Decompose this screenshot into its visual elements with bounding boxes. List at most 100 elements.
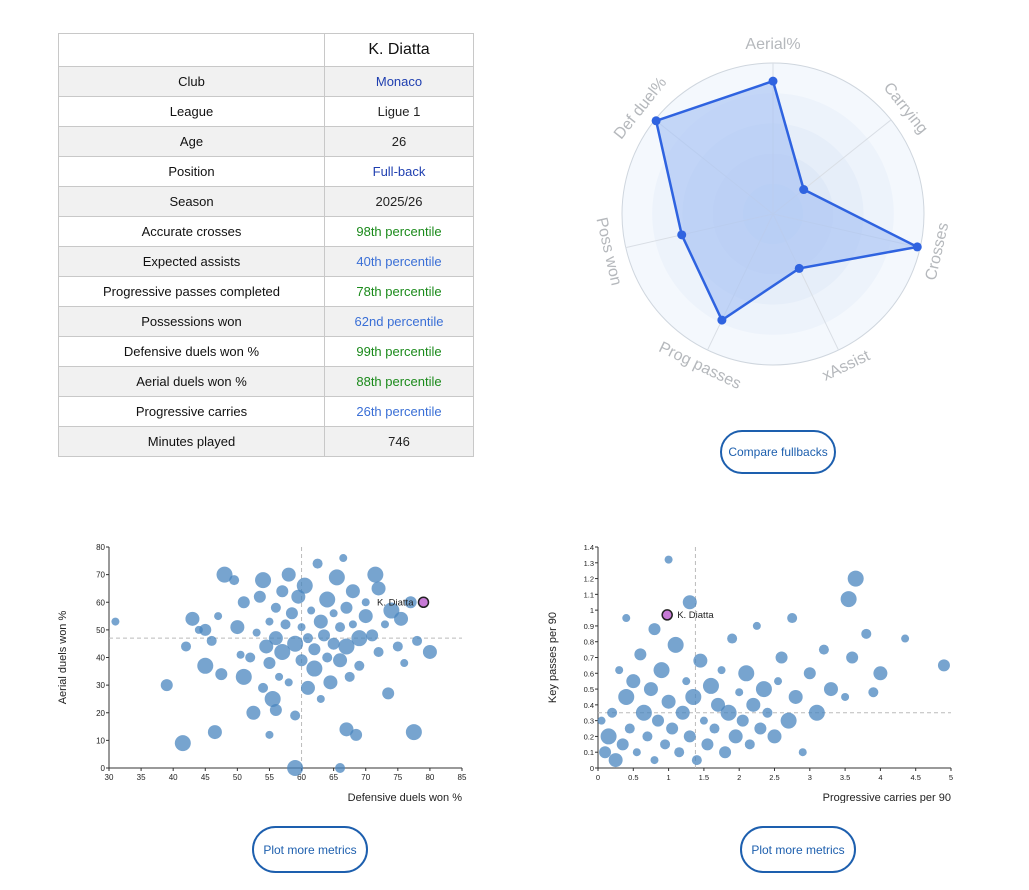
row-label: Aerial duels won %: [58, 366, 325, 397]
data-point: [642, 731, 653, 742]
x-tick-label: 70: [361, 773, 370, 782]
data-point: [738, 665, 755, 682]
y-tick-label: 1.2: [584, 575, 594, 584]
highlight-point: [661, 609, 673, 621]
data-point: [316, 694, 325, 703]
data-point: [348, 620, 357, 629]
compare-fullbacks-button[interactable]: Compare fullbacks: [720, 430, 836, 474]
data-point: [622, 614, 631, 623]
y-tick-label: 1.3: [584, 559, 594, 568]
data-point: [736, 714, 749, 727]
row-value: Full-back: [324, 156, 474, 187]
y-tick-label: 0.9: [584, 622, 594, 631]
data-point: [328, 569, 345, 586]
radar-axis-label: Poss won: [592, 216, 624, 287]
data-point: [762, 707, 773, 718]
data-point: [808, 704, 825, 721]
table-row: Possessions won 62nd percentile: [58, 306, 474, 337]
row-value: 26th percentile: [324, 396, 474, 427]
plot-more-metrics-button-left[interactable]: Plot more metrics: [252, 826, 368, 873]
data-point: [682, 677, 691, 686]
data-point: [868, 687, 879, 698]
data-point: [702, 677, 719, 694]
data-point: [608, 753, 623, 768]
plot-more-metrics-button-right[interactable]: Plot more metrics: [740, 826, 856, 873]
data-point: [788, 689, 803, 704]
data-point: [615, 666, 624, 675]
data-point: [841, 692, 850, 701]
data-point: [327, 637, 340, 650]
y-tick-label: 10: [96, 736, 105, 745]
y-tick-label: 1.1: [584, 590, 594, 599]
row-value: 88th percentile: [324, 366, 474, 397]
data-point: [329, 609, 338, 618]
data-point: [767, 729, 782, 744]
player-stats-table: K. Diatta Club Monaco League Ligue 1 Age 26 Po…: [58, 33, 474, 457]
x-tick-label: 45: [201, 773, 210, 782]
data-point: [754, 722, 767, 735]
data-point: [840, 591, 857, 608]
data-point: [652, 714, 665, 727]
row-value: Monaco: [324, 66, 474, 97]
data-point: [335, 622, 346, 633]
data-point: [847, 570, 864, 587]
data-point: [206, 635, 217, 646]
data-point: [255, 572, 272, 589]
data-point: [653, 662, 670, 679]
row-label: Season: [58, 186, 325, 217]
y-tick-label: 0.2: [584, 732, 594, 741]
data-point: [666, 722, 679, 735]
data-point: [798, 748, 807, 757]
data-point: [236, 650, 245, 659]
y-tick-label: 50: [96, 626, 105, 635]
data-point: [287, 760, 304, 776]
data-point: [780, 712, 797, 729]
data-point: [405, 724, 422, 741]
data-point: [181, 641, 192, 652]
y-tick-label: 1: [590, 606, 594, 615]
data-point: [675, 705, 690, 720]
data-point: [803, 667, 816, 680]
player-name: K. Diatta: [324, 33, 474, 67]
row-value: 98th percentile: [324, 216, 474, 247]
data-point: [618, 688, 635, 705]
x-tick-label: 60: [297, 773, 306, 782]
data-point: [270, 602, 281, 613]
data-point: [265, 617, 274, 626]
row-label: Age: [58, 126, 325, 157]
data-point: [245, 652, 256, 663]
y-tick-label: 0: [590, 764, 594, 773]
data-point: [597, 716, 606, 725]
x-tick-label: 85: [458, 773, 467, 782]
data-point: [229, 575, 240, 586]
data-point: [422, 644, 437, 659]
table-row: Minutes played 746: [58, 426, 474, 457]
stats-table-body: K. Diatta Club Monaco League Ligue 1 Age 26 Po…: [58, 33, 474, 457]
data-point: [199, 623, 212, 636]
data-point: [404, 596, 417, 609]
row-label: League: [58, 96, 325, 127]
data-point: [650, 756, 659, 765]
radar-point: [768, 76, 778, 86]
y-tick-label: 0.4: [584, 701, 594, 710]
data-point: [263, 657, 276, 670]
data-point: [214, 612, 223, 621]
y-axis-label: Aerial duels won %: [57, 611, 69, 705]
x-tick-label: 35: [137, 773, 146, 782]
data-point: [664, 555, 673, 564]
data-point: [291, 589, 306, 604]
data-point: [339, 722, 354, 737]
data-point: [344, 671, 355, 682]
table-row: Season 2025/26: [58, 186, 474, 217]
data-point: [323, 675, 338, 690]
radar-axis-label: Crosses: [923, 221, 953, 282]
radar-axis-label: Aerial%: [745, 36, 800, 53]
data-point: [774, 677, 783, 686]
row-label: Club: [58, 66, 325, 97]
x-tick-label: 4: [878, 773, 882, 782]
data-point: [683, 730, 696, 743]
x-tick-label: 40: [169, 773, 178, 782]
y-tick-label: 0.8: [584, 638, 594, 647]
data-point: [616, 738, 629, 751]
data-point: [371, 581, 386, 596]
